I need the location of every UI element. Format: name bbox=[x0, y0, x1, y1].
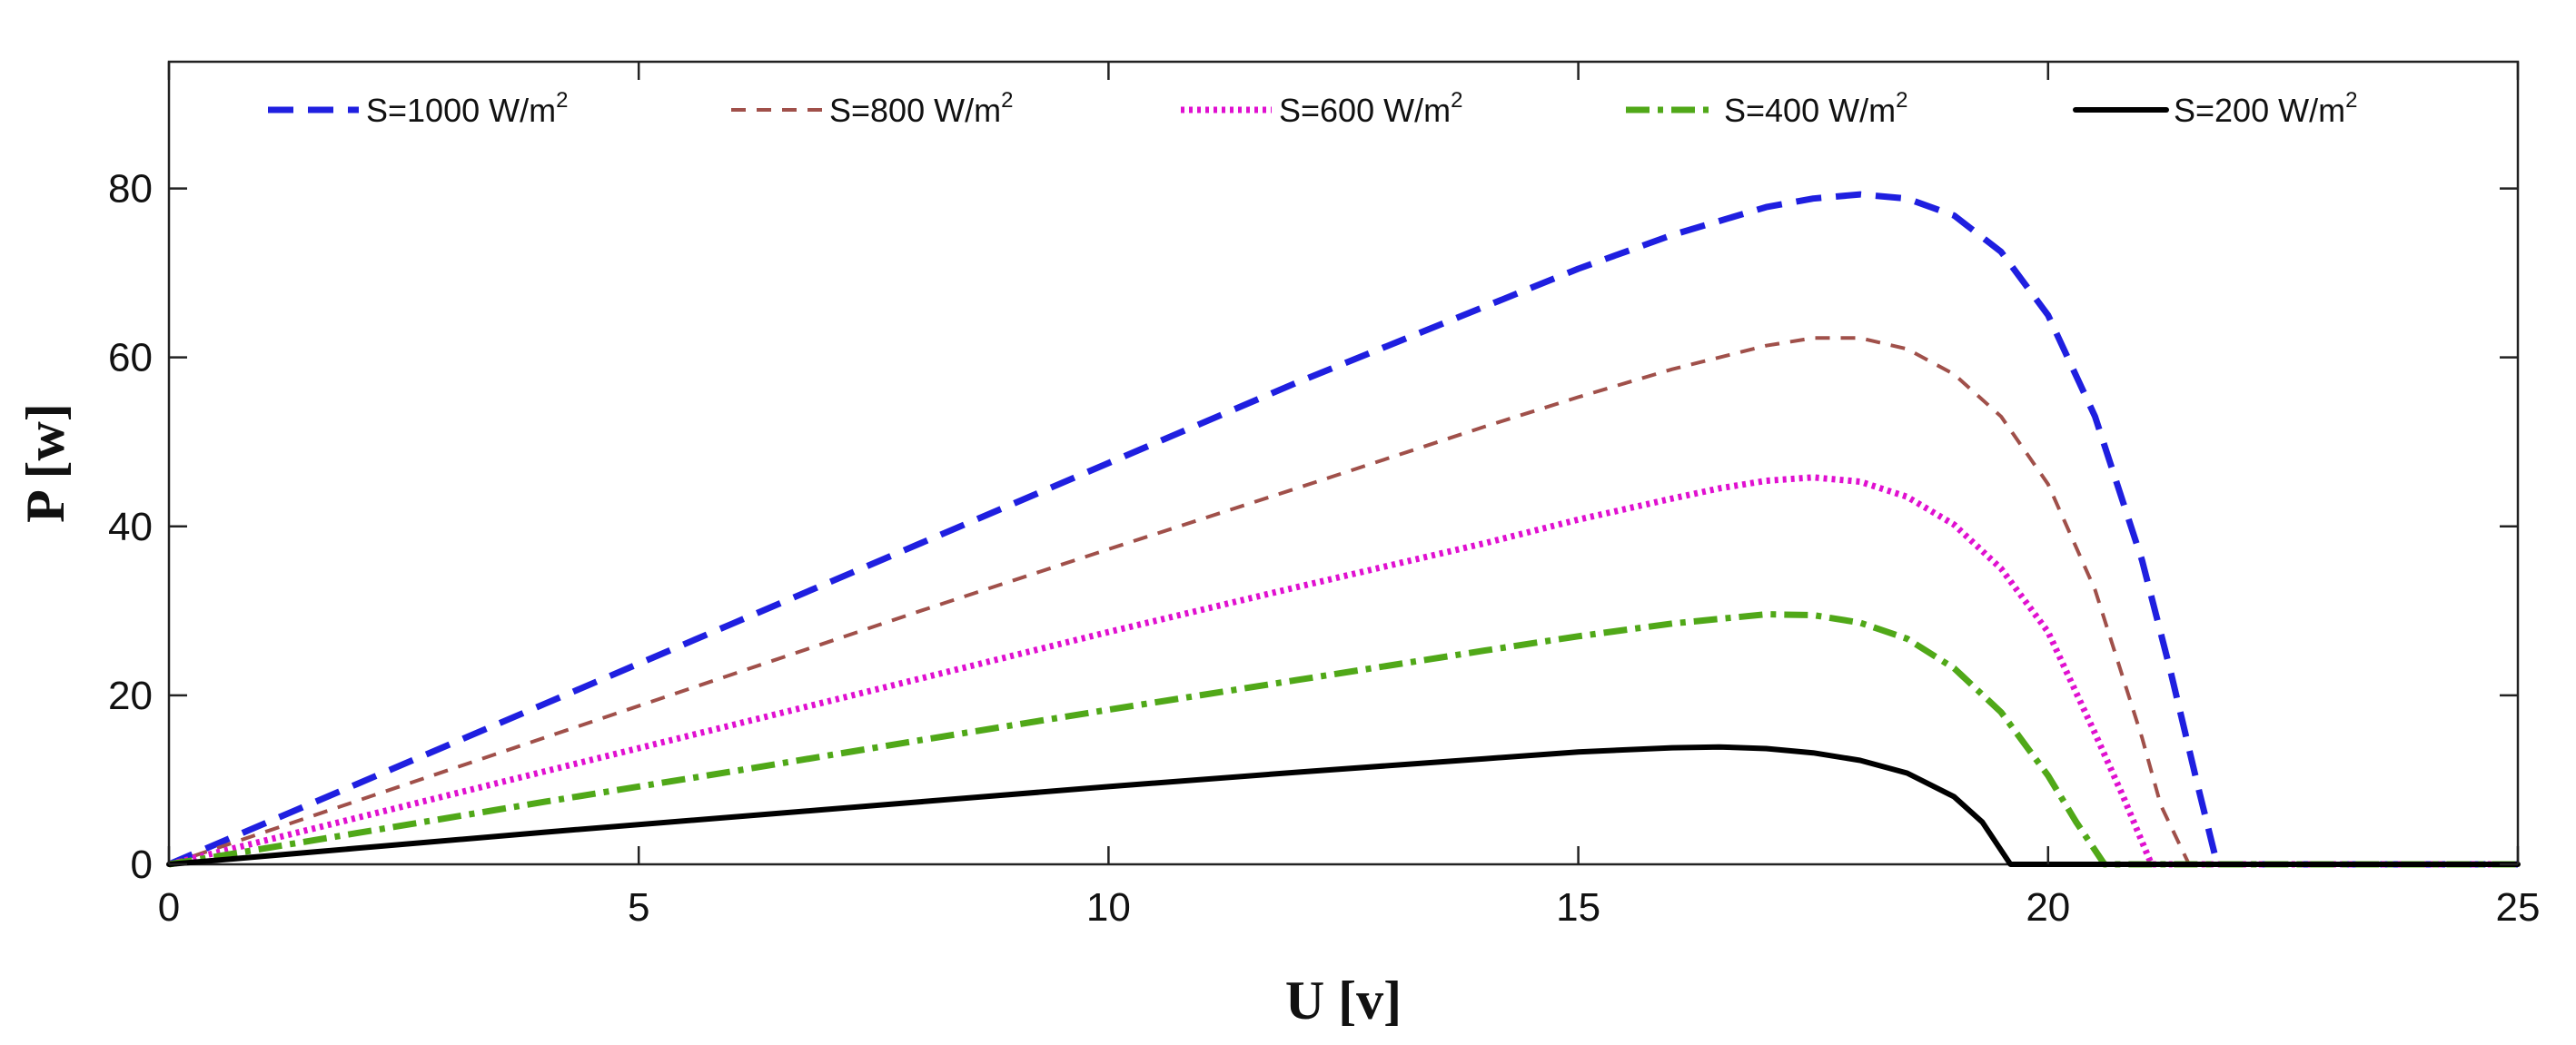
legend-label-superscript: 2 bbox=[1896, 88, 1907, 113]
x-axis-title: U [v] bbox=[1285, 971, 1402, 1030]
series-line-4 bbox=[168, 611, 2518, 868]
x-tick-label: 20 bbox=[2026, 885, 2070, 930]
legend-label-main: S=600 W/m bbox=[1279, 92, 1451, 129]
legend-label-main: S=800 W/m bbox=[829, 92, 1001, 129]
x-tick-label: 0 bbox=[158, 885, 180, 930]
legend: S=1000 W/m2 S=800 W/m2 S=600 W/m2 S=400 W/m… bbox=[268, 88, 2357, 129]
legend-label-superscript: 2 bbox=[1001, 88, 1013, 113]
series-line-1 bbox=[167, 191, 2518, 868]
legend-label: S=600 W/m2 bbox=[1279, 88, 1462, 129]
series-line-2 bbox=[168, 336, 2518, 866]
y-tick-label: 40 bbox=[108, 505, 153, 549]
series-line-5 bbox=[166, 744, 2521, 867]
legend-label-main: S=200 W/m bbox=[2174, 92, 2345, 129]
legend-label: S=1000 W/m2 bbox=[366, 88, 568, 129]
x-tick-label: 25 bbox=[2496, 885, 2541, 930]
plot-area-frame bbox=[167, 60, 2520, 866]
ticks-layer: 0 5 10 15 20 25 0 20 40 60 80 bbox=[108, 62, 2540, 930]
legend-label-main: S=1000 W/m bbox=[366, 92, 556, 129]
y-tick-label: 20 bbox=[108, 674, 153, 718]
legend-label-superscript: 2 bbox=[1451, 88, 1462, 113]
legend-label-main: S=400 W/m bbox=[1724, 92, 1896, 129]
y-tick-label: 80 bbox=[108, 167, 153, 212]
x-tick-label: 15 bbox=[1556, 885, 1600, 930]
legend-item-3: S=600 W/m2 bbox=[1181, 88, 1462, 129]
x-tick-label: 5 bbox=[628, 885, 649, 930]
legend-label-superscript: 2 bbox=[2345, 88, 2357, 113]
y-axis-title: P [w] bbox=[15, 403, 75, 523]
legend-label: S=200 W/m2 bbox=[2174, 88, 2357, 129]
x-tick-label: 10 bbox=[1086, 885, 1131, 930]
legend-item-4: S=400 W/m2 bbox=[1626, 88, 1907, 129]
legend-label: S=800 W/m2 bbox=[829, 88, 1013, 129]
legend-item-5: S=200 W/m2 bbox=[2073, 88, 2357, 129]
legend-label: S=400 W/m2 bbox=[1724, 88, 1907, 129]
y-tick-label: 60 bbox=[108, 336, 153, 380]
legend-label-superscript: 2 bbox=[556, 88, 568, 113]
series-layer bbox=[166, 191, 2521, 868]
y-tick-label: 0 bbox=[131, 843, 153, 887]
legend-item-1: S=1000 W/m2 bbox=[268, 88, 568, 129]
legend-item-2: S=800 W/m2 bbox=[731, 88, 1013, 129]
series-line-3 bbox=[168, 474, 2518, 868]
